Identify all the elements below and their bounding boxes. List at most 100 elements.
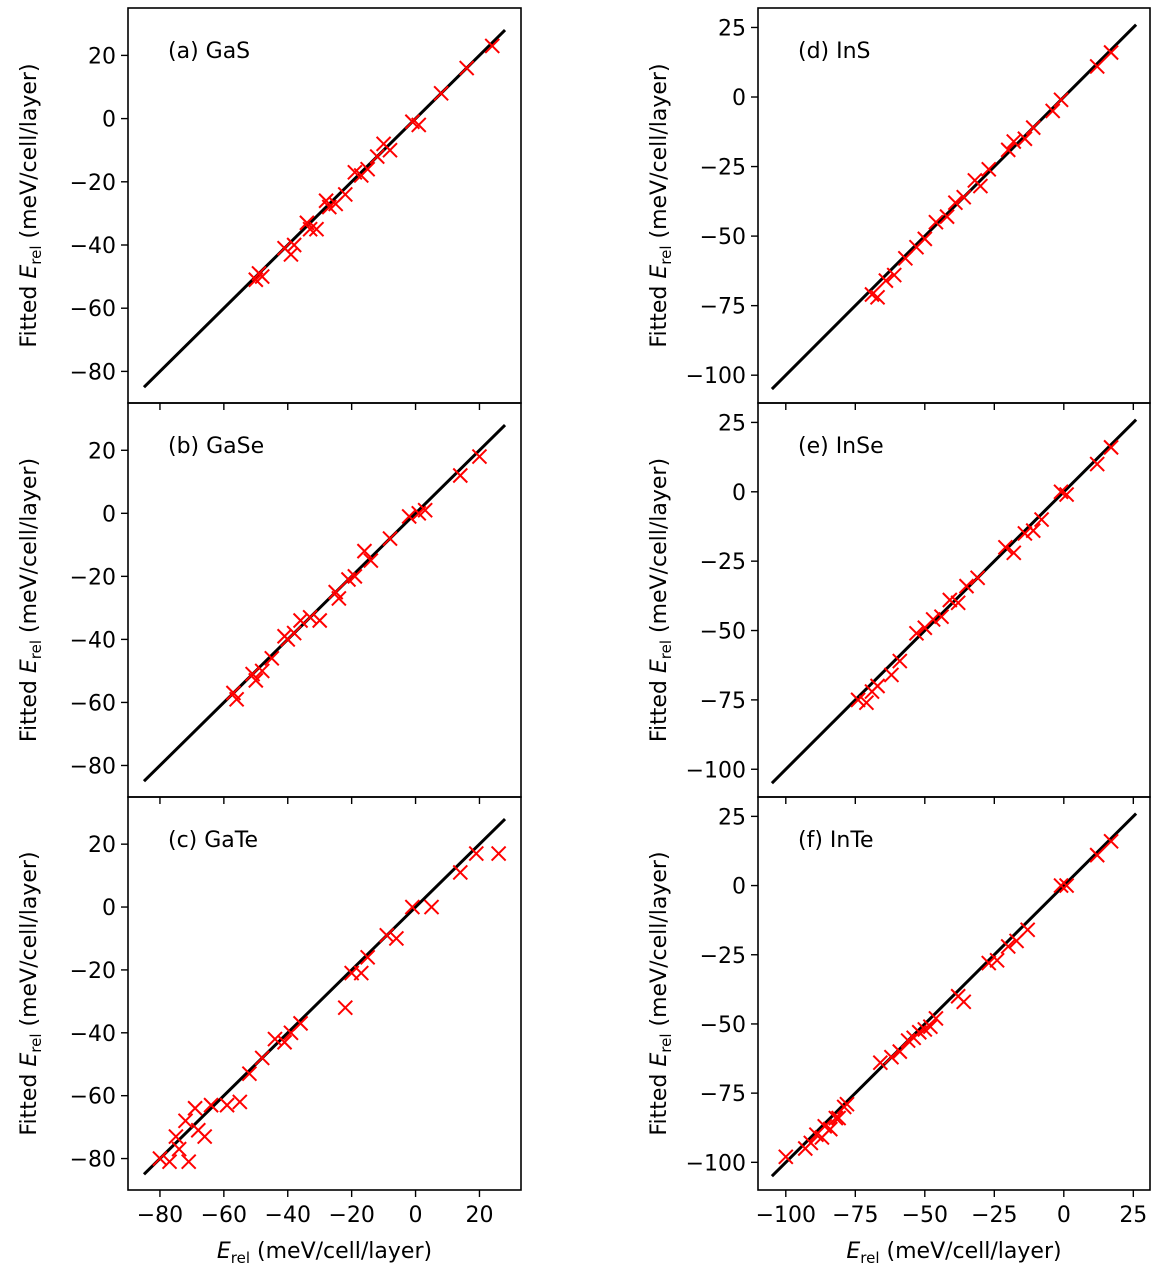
x-tick-label: 20 xyxy=(465,1203,493,1228)
data-point xyxy=(356,543,373,559)
plot-area xyxy=(142,817,507,1176)
fit-line xyxy=(142,29,507,389)
y-tick-label: −40 xyxy=(70,628,116,653)
data-point xyxy=(388,930,405,947)
data-point xyxy=(254,268,270,285)
y-tick-label: 0 xyxy=(102,896,116,921)
data-point xyxy=(858,694,875,711)
y-tick-label: −75 xyxy=(700,1082,746,1107)
y-tick-label: −25 xyxy=(700,550,746,575)
y-tick-label: −60 xyxy=(70,691,116,716)
fit-line xyxy=(770,812,1138,1178)
y-tick-label: −25 xyxy=(700,944,746,969)
panel-2: −80 −60 −40 −20 0 20 −80 −60 −40 −20 0 20 (c) GaTe xyxy=(70,796,522,1228)
y-tick-label: −100 xyxy=(686,1151,746,1176)
data-point xyxy=(981,161,997,178)
x-tick-label: −25 xyxy=(971,1203,1017,1228)
y-tick-label: −25 xyxy=(700,156,746,181)
data-point xyxy=(232,1094,248,1110)
data-point xyxy=(1103,439,1119,456)
data-point xyxy=(1089,847,1105,863)
data-point xyxy=(458,60,475,76)
y-tick-label: −20 xyxy=(70,171,116,196)
data-point xyxy=(248,672,264,689)
data-point xyxy=(152,1150,168,1167)
y-tick-label: 20 xyxy=(88,439,116,464)
y-tick-label: −20 xyxy=(70,565,116,590)
data-point xyxy=(883,667,900,683)
data-point xyxy=(161,1153,178,1170)
data-point xyxy=(822,1121,838,1137)
data-point xyxy=(1000,938,1016,955)
y-tick-label: 0 xyxy=(732,875,746,900)
data-point xyxy=(1058,877,1075,894)
data-point xyxy=(925,611,941,628)
data-point xyxy=(353,965,369,981)
y-axis-label: Fitted Erel (meV/cell/layer) xyxy=(17,63,45,347)
data-point xyxy=(196,1128,213,1145)
y-tick-label: 0 xyxy=(732,86,746,111)
data-point xyxy=(997,539,1014,555)
data-point xyxy=(337,186,353,203)
y-tick-label: 25 xyxy=(718,411,746,436)
data-point xyxy=(1103,833,1119,849)
data-point xyxy=(950,595,966,611)
panel-3: −100 −75 −50 −25 0 25 (d) InS xyxy=(686,7,1151,410)
y-tick-label: 0 xyxy=(102,502,116,527)
panel-title: (c) GaTe xyxy=(168,828,258,853)
x-tick-label: −40 xyxy=(265,1203,311,1228)
y-tick-label: −80 xyxy=(70,360,116,385)
y-tick-label: −50 xyxy=(700,1013,746,1038)
data-point xyxy=(286,237,302,253)
data-point xyxy=(1089,58,1105,75)
data-point xyxy=(417,502,433,518)
data-point xyxy=(1053,92,1069,108)
data-point xyxy=(286,625,302,641)
y-tick-label: −100 xyxy=(686,364,746,389)
x-tick-label: −50 xyxy=(902,1203,948,1228)
panel-title: (b) GaSe xyxy=(168,434,264,459)
x-axis-label: Erel (meV/cell/layer) xyxy=(217,1239,432,1267)
data-point xyxy=(180,1153,197,1170)
data-point xyxy=(956,189,972,205)
data-point xyxy=(241,1065,258,1082)
data-point xyxy=(1017,131,1033,147)
data-point xyxy=(337,999,353,1016)
data-point xyxy=(433,85,449,102)
y-tick-label: −40 xyxy=(70,234,116,259)
data-point xyxy=(939,208,955,225)
data-point xyxy=(839,1096,855,1112)
data-point xyxy=(302,609,318,626)
y-tick-label: 25 xyxy=(718,16,746,41)
plot-area xyxy=(142,29,507,389)
data-point xyxy=(1044,103,1061,119)
panel-title: (e) InSe xyxy=(798,434,884,459)
y-tick-label: −50 xyxy=(700,620,746,645)
data-point xyxy=(311,612,328,629)
plot-area xyxy=(142,423,507,783)
data-point xyxy=(308,221,325,237)
data-point xyxy=(347,568,363,585)
data-point xyxy=(382,142,398,158)
y-axis-label: Fitted Erel (meV/cell/layer) xyxy=(647,458,675,742)
data-point xyxy=(981,955,997,971)
panel-title: (f) InTe xyxy=(798,828,874,853)
data-point xyxy=(292,1015,309,1032)
data-point xyxy=(1058,486,1075,503)
y-axis-label: Fitted Erel (meV/cell/layer) xyxy=(647,851,675,1135)
y-tick-label: −20 xyxy=(70,959,116,984)
x-axis-label: Erel (meV/cell/layer) xyxy=(846,1239,1061,1267)
data-point xyxy=(956,994,972,1010)
data-point xyxy=(254,663,270,679)
data-point xyxy=(828,1110,844,1126)
y-tick-label: −60 xyxy=(70,1085,116,1110)
panel-4: −100 −75 −50 −25 0 25 (e) InSe xyxy=(686,402,1151,804)
data-point xyxy=(1006,545,1022,561)
data-point xyxy=(1033,511,1050,528)
data-point xyxy=(1053,877,1069,894)
data-point xyxy=(423,899,440,915)
data-point xyxy=(369,148,385,165)
data-point xyxy=(283,246,299,263)
panel-1: −80 −60 −40 −20 0 20 (b) GaSe xyxy=(70,402,522,804)
